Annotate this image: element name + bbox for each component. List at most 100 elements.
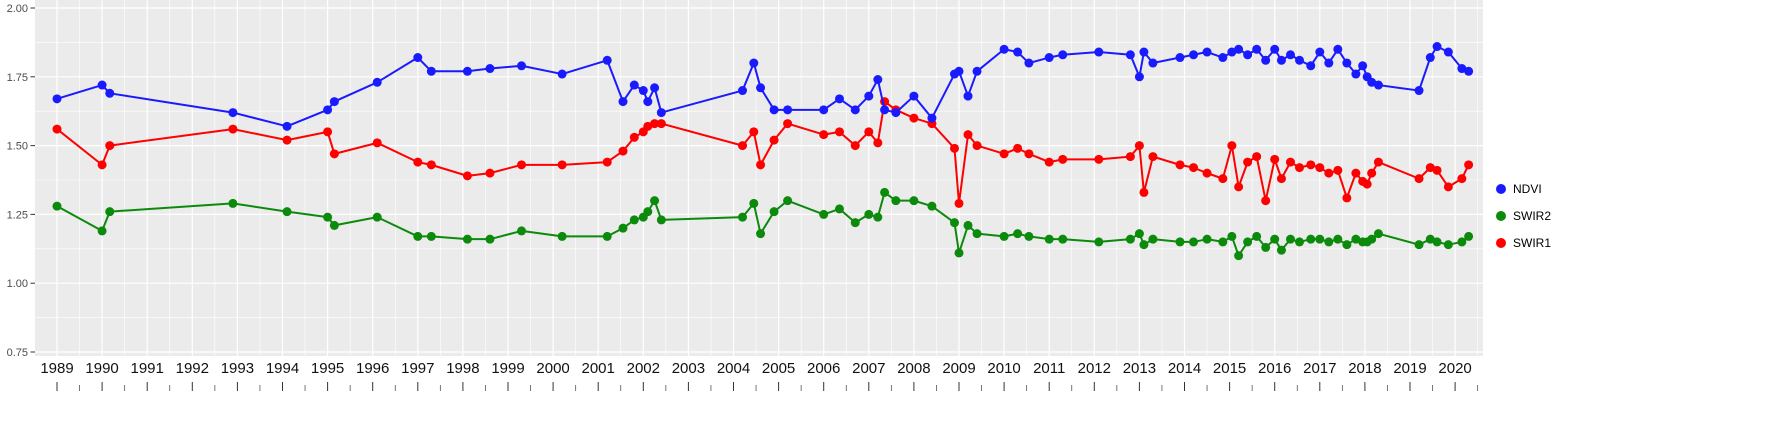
series-ndvi-point (618, 97, 628, 107)
series-ndvi-point (1234, 44, 1244, 54)
series-swir2-point (1252, 231, 1262, 241)
series-swir1-point (1234, 182, 1244, 192)
series-swir1-point (1243, 157, 1253, 167)
series-swir1-point (602, 157, 612, 167)
series-swir1-point (1024, 149, 1034, 159)
series-swir1-point (1189, 163, 1199, 173)
series-ndvi-point (97, 80, 107, 90)
series-ndvi-point (864, 91, 874, 101)
series-swir1-point (1013, 143, 1023, 153)
legend-dot-ndvi (1496, 184, 1506, 194)
svg-text:1998: 1998 (446, 360, 479, 377)
series-ndvi-point (1333, 44, 1343, 54)
series-swir1-point (52, 124, 62, 134)
series-swir1-point (1324, 168, 1334, 178)
series-ndvi-point (282, 121, 292, 131)
series-swir1-point (909, 113, 919, 123)
series-ndvi-point (1306, 61, 1316, 71)
series-ndvi-point (1425, 53, 1435, 63)
series-swir1-point (1443, 182, 1453, 192)
legend-item-swir1: SWIR1 (1496, 234, 1551, 252)
series-swir1-point (105, 141, 115, 151)
series-swir2-point (1202, 234, 1212, 244)
svg-text:1995: 1995 (311, 360, 344, 377)
series-swir2-point (105, 207, 115, 217)
series-swir1-point (783, 119, 793, 129)
svg-text:1.25: 1.25 (7, 209, 28, 221)
series-swir1-point (372, 138, 382, 148)
series-swir1-point (873, 138, 883, 148)
series-ndvi-point (1414, 86, 1424, 96)
series-ndvi-point (1044, 53, 1054, 63)
svg-text:2.00: 2.00 (7, 3, 28, 15)
legend-label-swir2: SWIR2 (1513, 209, 1552, 223)
series-swir1-point (1227, 141, 1237, 151)
svg-text:2009: 2009 (942, 360, 975, 377)
svg-text:0.75: 0.75 (7, 347, 28, 359)
svg-text:1999: 1999 (491, 360, 524, 377)
series-swir1-point (1432, 165, 1442, 175)
svg-text:2006: 2006 (807, 360, 840, 377)
series-swir1-point (834, 127, 844, 137)
series-ndvi-point (638, 86, 648, 96)
series-ndvi-point (650, 83, 660, 93)
series-swir2-point (783, 196, 793, 206)
series-swir1-point (1315, 163, 1325, 173)
series-ndvi-point (909, 91, 919, 101)
series-ndvi-point (323, 105, 333, 115)
series-swir1-point (1362, 179, 1372, 189)
legend-item-swir2: SWIR2 (1496, 207, 1551, 225)
series-swir1-point (282, 135, 292, 145)
series-ndvi-point (1227, 47, 1237, 57)
series-swir2-point (850, 218, 860, 228)
series-swir2-point (97, 226, 107, 236)
x-axis: 1989 1990 1991 1992 1993 1994 1995 1996 1997 1998… (40, 360, 1479, 391)
series-swir1-point (1464, 160, 1474, 170)
svg-text:2014: 2014 (1168, 360, 1201, 377)
series-ndvi-point (1276, 55, 1286, 65)
series-swir2-point (1139, 240, 1149, 250)
series-ndvi-point (850, 105, 860, 115)
series-swir1-point (1125, 152, 1135, 162)
series-swir1-point (413, 157, 423, 167)
series-swir1-point (1414, 174, 1424, 184)
series-ndvi-point (557, 69, 567, 79)
svg-text:2020: 2020 (1438, 360, 1471, 377)
series-ndvi-point (1443, 47, 1453, 57)
series-swir2-point (1134, 229, 1144, 239)
series-ndvi-point (426, 66, 436, 76)
series-ndvi-point (783, 105, 793, 115)
series-swir1-point (864, 127, 874, 137)
svg-text:1992: 1992 (176, 360, 209, 377)
series-ndvi-point (462, 66, 472, 76)
series-swir2-point (1148, 234, 1158, 244)
series-swir2-point (1189, 237, 1199, 247)
series-swir2-point (1432, 237, 1442, 247)
series-ndvi-point (834, 94, 844, 104)
series-swir2-point (372, 212, 382, 222)
series-ndvi-point (413, 53, 423, 63)
series-swir1-point (756, 160, 766, 170)
series-swir2-point (517, 226, 527, 236)
series-ndvi-point (1094, 47, 1104, 57)
series-swir2-point (485, 234, 495, 244)
svg-text:1994: 1994 (266, 360, 299, 377)
series-swir2-point (1024, 231, 1034, 241)
series-swir2-point (1044, 234, 1054, 244)
series-ndvi-point (1367, 77, 1377, 87)
series-swir1-point (1425, 163, 1435, 173)
series-swir1-point (1285, 157, 1295, 167)
svg-text:2001: 2001 (582, 360, 615, 377)
series-swir2-point (1270, 234, 1280, 244)
series-swir1-point (963, 130, 973, 140)
series-swir2-point (1295, 237, 1305, 247)
series-swir2-point (618, 223, 628, 233)
series-swir2-point (756, 229, 766, 239)
svg-text:1.50: 1.50 (7, 141, 28, 153)
series-swir2-point (413, 231, 423, 241)
svg-text:2019: 2019 (1393, 360, 1426, 377)
svg-text:1990: 1990 (85, 360, 118, 377)
series-swir2-point (1306, 234, 1316, 244)
series-swir2-point (1425, 234, 1435, 244)
